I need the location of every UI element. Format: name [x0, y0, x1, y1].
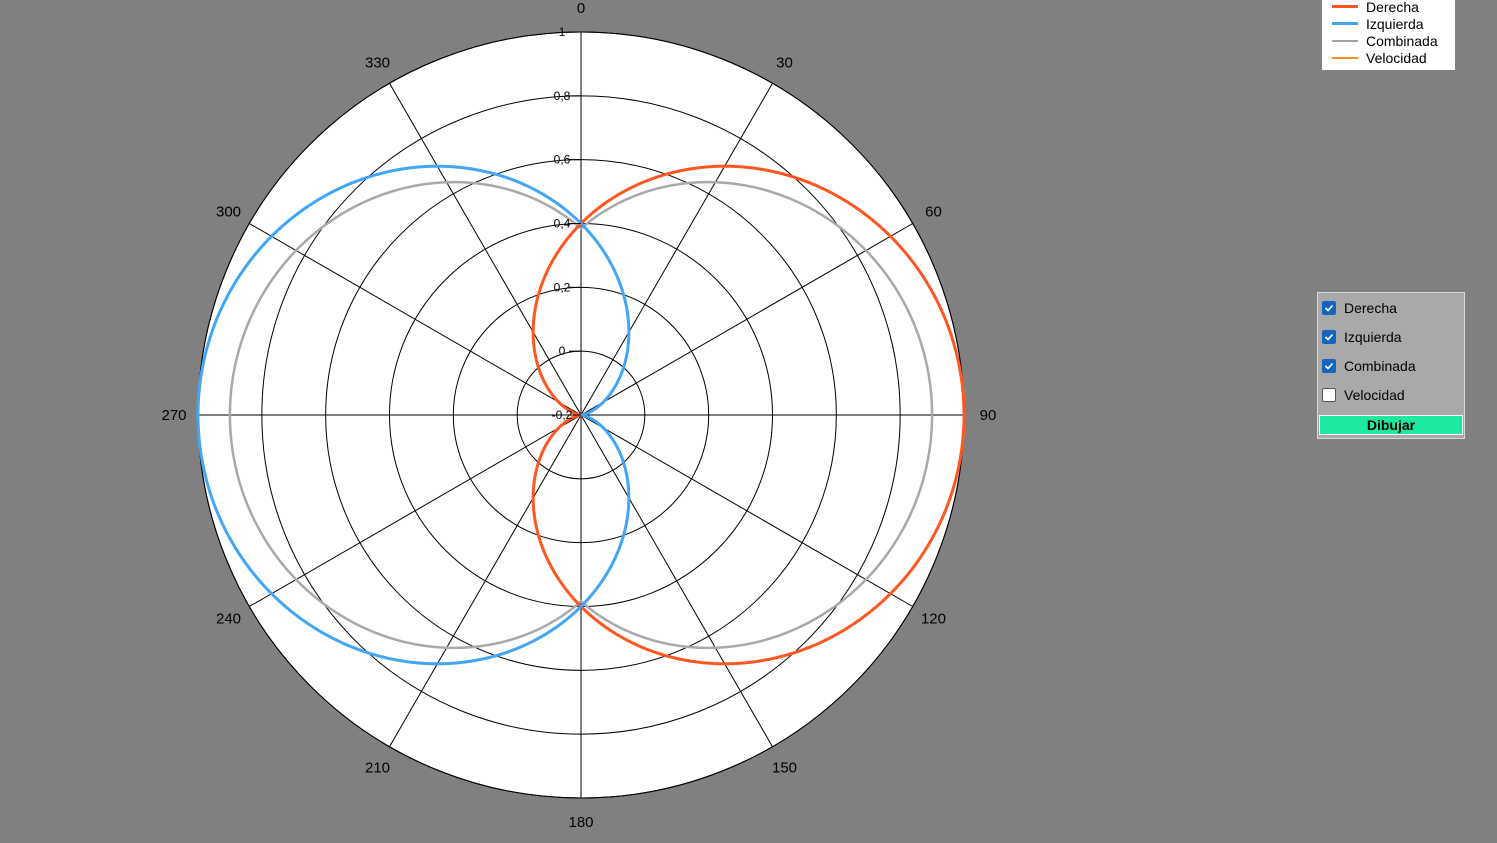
angular-grid-spoke	[249, 223, 582, 416]
checkbox-velocidad[interactable]: Velocidad	[1322, 382, 1405, 408]
angular-grid-spoke	[389, 414, 582, 747]
checkbox-checked-icon[interactable]	[1322, 301, 1336, 315]
angular-grid-spoke	[389, 83, 582, 416]
checkbox-derecha[interactable]: Derecha	[1322, 295, 1397, 321]
angle-tick-label: 30	[776, 55, 793, 72]
legend-item-velocidad: Velocidad	[1332, 49, 1455, 66]
checkbox-unchecked-icon[interactable]	[1322, 388, 1336, 402]
radial-tick-label: 1	[559, 25, 566, 39]
radial-tick-label: 0,8	[554, 89, 571, 103]
radial-tick-label: 0,6	[554, 153, 571, 167]
legend-label: Derecha	[1366, 0, 1419, 15]
legend-label: Combinada	[1366, 32, 1438, 49]
radial-tick-label: 0,4	[554, 217, 571, 231]
legend-item-izquierda: Izquierda	[1332, 15, 1455, 32]
legend-label: Izquierda	[1366, 15, 1424, 32]
legend-item-derecha: Derecha	[1332, 0, 1455, 15]
angle-tick-label: 210	[365, 759, 390, 776]
angular-grid-spoke	[580, 223, 913, 416]
series-selector-panel: Derecha Izquierda Combinada Velocidad Di…	[1317, 292, 1465, 439]
angular-grid-spoke	[580, 414, 773, 747]
radial-tick-label: -0,2	[552, 408, 573, 422]
angular-grid-spoke	[580, 414, 913, 607]
checkbox-label: Velocidad	[1344, 387, 1405, 403]
angular-grid-spoke	[249, 414, 582, 607]
radial-labels: -0,2 0 0,2 0,4 0,6 0,8 1	[552, 25, 581, 422]
checkbox-checked-icon[interactable]	[1322, 330, 1336, 344]
angle-tick-label: 240	[216, 611, 241, 628]
angle-tick-label: 150	[772, 759, 797, 776]
legend-swatch-combinada	[1332, 39, 1358, 42]
legend-swatch-izquierda	[1332, 22, 1358, 25]
checkbox-label: Combinada	[1344, 358, 1416, 374]
legend-item-combinada: Combinada	[1332, 32, 1455, 49]
angle-tick-label: 60	[925, 204, 942, 221]
angle-tick-label: 0	[577, 0, 585, 17]
angle-tick-label: 90	[980, 407, 997, 424]
angle-labels: 0 30 60 90 120 150 180 210 240 270 300 330	[161, 0, 996, 831]
checkbox-label: Izquierda	[1344, 329, 1402, 345]
legend-swatch-derecha	[1332, 5, 1358, 8]
legend-label: Velocidad	[1366, 49, 1427, 66]
angle-tick-label: 330	[365, 55, 390, 72]
legend-swatch-velocidad	[1332, 56, 1358, 59]
angle-tick-label: 180	[568, 814, 593, 831]
radial-tick-label: 0	[559, 344, 566, 358]
angle-tick-label: 270	[161, 407, 186, 424]
series-group	[196, 164, 966, 666]
checkbox-izquierda[interactable]: Izquierda	[1322, 324, 1402, 350]
checkbox-label: Derecha	[1344, 300, 1397, 316]
radial-tick-label: 0,2	[554, 280, 571, 294]
series-line-izquierda	[196, 164, 631, 666]
chart-legend: Derecha Izquierda Combinada Velocidad	[1322, 0, 1455, 70]
angle-tick-label: 120	[921, 611, 946, 628]
checkbox-checked-icon[interactable]	[1322, 359, 1336, 373]
checkbox-combinada[interactable]: Combinada	[1322, 353, 1416, 379]
angular-grid-spoke	[580, 83, 773, 416]
draw-button[interactable]: Dibujar	[1319, 415, 1463, 435]
series-line-combinada	[228, 180, 934, 650]
angle-tick-label: 300	[216, 204, 241, 221]
